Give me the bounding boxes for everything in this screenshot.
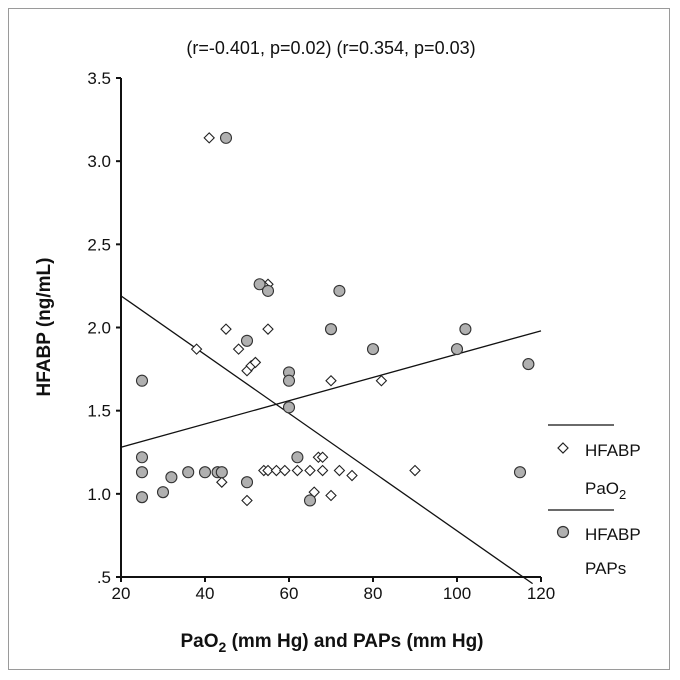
point-pao2 — [291, 464, 304, 477]
y-tick-label: 2.0 — [87, 319, 111, 338]
point-paps — [135, 466, 149, 479]
legend-diamond-icon — [557, 442, 569, 454]
y-tick-label: 1.5 — [87, 402, 111, 421]
point-paps — [215, 466, 228, 479]
fit-line-pao2 — [120, 295, 533, 585]
point-paps — [135, 451, 149, 464]
x-ticks: 20 40 60 80 100 120 — [112, 577, 555, 603]
legend-paps-line2: PAPs — [585, 559, 626, 578]
x-tick-label: 60 — [280, 584, 299, 603]
point-pao2 — [409, 464, 421, 477]
point-paps — [333, 284, 346, 297]
point-paps — [182, 466, 195, 479]
x-axis-title-main: PaO — [180, 631, 218, 652]
legend-paps-line1: HFABP — [585, 525, 641, 544]
point-pao2 — [262, 323, 274, 335]
point-paps — [282, 374, 296, 387]
point-pao2 — [375, 374, 388, 387]
y-tick-label: .5 — [97, 568, 111, 587]
legend-paO2-line1: HFABP — [585, 441, 641, 460]
point-pao2 — [220, 323, 232, 335]
fit-line-paps — [120, 330, 542, 448]
point-paps — [156, 486, 170, 499]
point-paps — [303, 494, 317, 507]
point-pao2 — [190, 343, 203, 355]
point-paps — [513, 466, 527, 479]
x-axis-title-sub: 2 — [219, 639, 227, 655]
y-ticks: .5 1.0 1.5 2.0 2.5 3.0 3.5 — [87, 69, 121, 587]
x-tick-label: 40 — [196, 584, 215, 603]
point-paps — [459, 323, 472, 336]
point-pao2 — [241, 494, 253, 507]
x-tick-label: 120 — [527, 584, 555, 603]
point-pao2 — [279, 464, 291, 477]
point-paps — [253, 278, 266, 291]
point-pao2 — [249, 356, 262, 369]
point-paps — [291, 451, 304, 464]
point-pao2 — [232, 343, 245, 355]
x-axis-title-rest: (mm Hg) and PAPs (mm Hg) — [226, 631, 483, 652]
point-pao2 — [203, 132, 215, 144]
x-tick-label: 100 — [443, 584, 471, 603]
data-points — [135, 131, 535, 507]
legend-paO2-line2: PaO2 — [585, 479, 626, 502]
point-paps — [240, 334, 254, 347]
point-pao2 — [316, 451, 329, 464]
point-paps — [366, 343, 380, 356]
point-paps — [198, 466, 212, 479]
point-paps — [165, 471, 178, 484]
point-paps — [135, 374, 149, 387]
chart-title: (r=-0.401, p=0.02) (r=0.354, p=0.03) — [186, 38, 475, 58]
point-paps — [261, 284, 275, 297]
y-axis-title: HFABP (ng/mL) — [34, 258, 55, 397]
point-pao2 — [304, 464, 316, 477]
point-pao2 — [333, 464, 346, 477]
point-pao2 — [262, 464, 274, 477]
y-tick-label: 3.5 — [87, 69, 111, 88]
point-paps — [219, 131, 233, 144]
legend-circle-icon — [556, 525, 570, 539]
legend: HFABP PaO2 HFABP PAPs — [548, 424, 641, 578]
point-paps — [135, 491, 149, 504]
y-tick-label: 2.5 — [87, 235, 111, 254]
point-paps — [522, 358, 535, 371]
chart-frame — [8, 8, 670, 670]
x-axis-title: PaO2 (mm Hg) and PAPs (mm Hg) — [180, 631, 483, 655]
x-tick-label: 20 — [112, 584, 131, 603]
y-tick-label: 1.0 — [87, 485, 111, 504]
point-paps — [282, 401, 296, 414]
point-pao2 — [316, 464, 329, 477]
point-pao2 — [325, 374, 337, 387]
point-pao2 — [270, 464, 283, 477]
point-paps — [324, 323, 338, 336]
y-tick-label: 3.0 — [87, 152, 111, 171]
point-paps — [450, 343, 464, 356]
point-pao2 — [216, 476, 228, 488]
point-paps — [240, 476, 254, 489]
fit-lines — [120, 295, 542, 585]
point-pao2 — [325, 489, 337, 502]
point-pao2 — [346, 469, 358, 482]
x-tick-label: 80 — [364, 584, 383, 603]
